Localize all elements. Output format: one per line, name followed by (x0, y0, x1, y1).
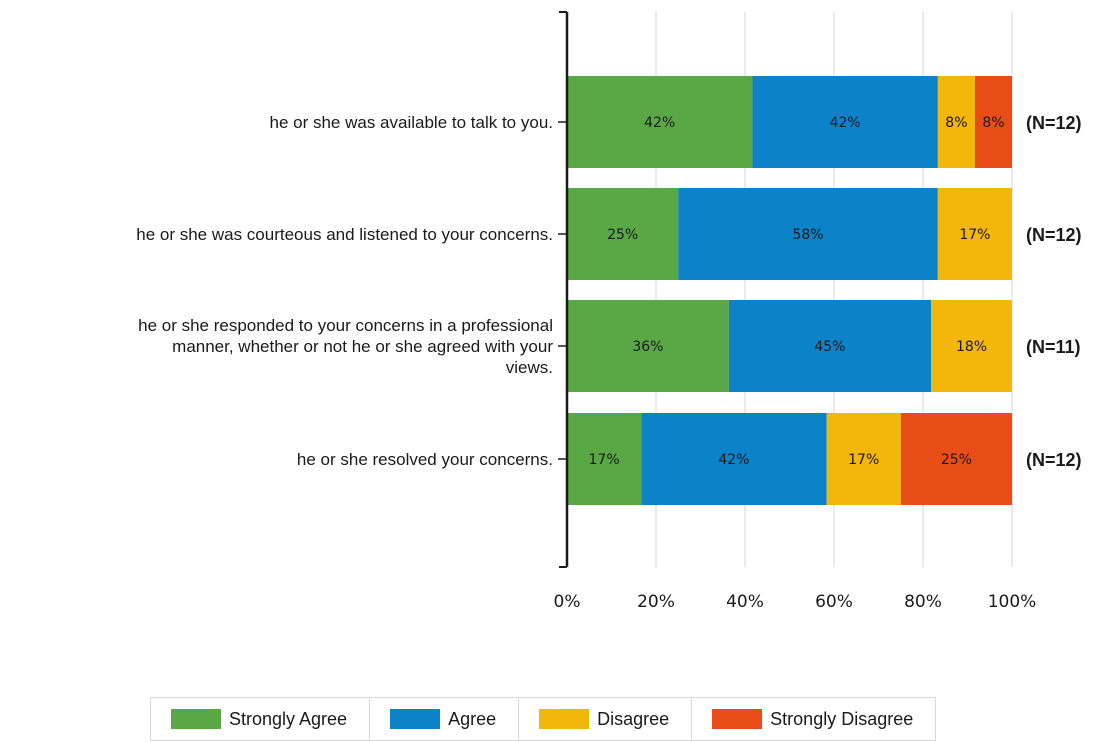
legend-item: Strongly Disagree (692, 698, 935, 740)
data-label: 25% (941, 452, 972, 468)
data-label: 42% (718, 452, 749, 468)
data-label: 18% (956, 339, 987, 355)
category-label: he or she resolved your concerns. (297, 450, 553, 469)
bar-segment (937, 76, 975, 168)
legend-label: Strongly Agree (229, 708, 348, 729)
bar-segment (641, 413, 827, 505)
bar-segment (931, 300, 1012, 392)
legend-swatch (712, 709, 763, 729)
x-tick-label: 20% (637, 592, 675, 612)
category-label: he or she responded to your concerns in … (138, 316, 553, 377)
stacked-bar-chart: 0% 20% 40% 60% 80% 100% 42% 42% 8% 8% he or she wa… (136, 11, 1082, 612)
x-tick-label: 0% (554, 592, 581, 612)
bars (567, 76, 1013, 505)
data-label: 42% (830, 115, 861, 131)
legend-swatch (390, 709, 441, 729)
legend-item: Agree (370, 698, 520, 740)
legend: Strongly Agree Agree Disagree Strongly Disa… (150, 697, 937, 741)
legend-item: Disagree (519, 698, 693, 740)
data-label: 36% (632, 339, 663, 355)
bar-segment (567, 76, 753, 168)
bar-segment (900, 413, 1013, 505)
sample-size-label: (N=11) (1026, 337, 1081, 357)
bar-segment (937, 188, 1012, 280)
x-tick-label: 100% (988, 592, 1037, 612)
data-label: 17% (848, 452, 879, 468)
sample-size-label: (N=12) (1026, 225, 1082, 245)
legend-label: Agree (448, 708, 497, 729)
data-label: 8% (945, 115, 967, 131)
y-axis (558, 11, 569, 568)
sample-size-label: (N=12) (1026, 450, 1082, 470)
legend-label: Disagree (597, 708, 670, 729)
data-label: 42% (644, 115, 675, 131)
bar-segment (728, 300, 932, 392)
x-tick-label: 40% (726, 592, 764, 612)
bar-segment (752, 76, 938, 168)
data-label: 8% (982, 115, 1004, 131)
data-label: 25% (607, 227, 638, 243)
x-tick-label: 80% (904, 592, 942, 612)
legend-swatch (539, 709, 590, 729)
data-label: 17% (589, 452, 620, 468)
x-tick-label: 60% (815, 592, 853, 612)
data-label: 58% (792, 227, 823, 243)
data-label: 17% (959, 227, 990, 243)
bar-segment (567, 413, 642, 505)
labels: 0% 20% 40% 60% 80% 100% 42% 42% 8% 8% he or she wa… (136, 113, 1081, 612)
legend-swatch (171, 709, 221, 729)
bar-segment (567, 188, 679, 280)
bar-segment (974, 76, 1012, 168)
category-label: he or she was courteous and listened to … (136, 225, 553, 244)
sample-size-label: (N=12) (1026, 113, 1082, 133)
bar-segment (567, 300, 729, 392)
category-label: he or she was available to talk to you. (270, 113, 554, 132)
bar-segment (678, 188, 938, 280)
data-label: 45% (814, 339, 845, 355)
bar-segment (826, 413, 901, 505)
legend-label: Strongly Disagree (770, 708, 914, 729)
legend-item: Strongly Agree (151, 698, 371, 740)
